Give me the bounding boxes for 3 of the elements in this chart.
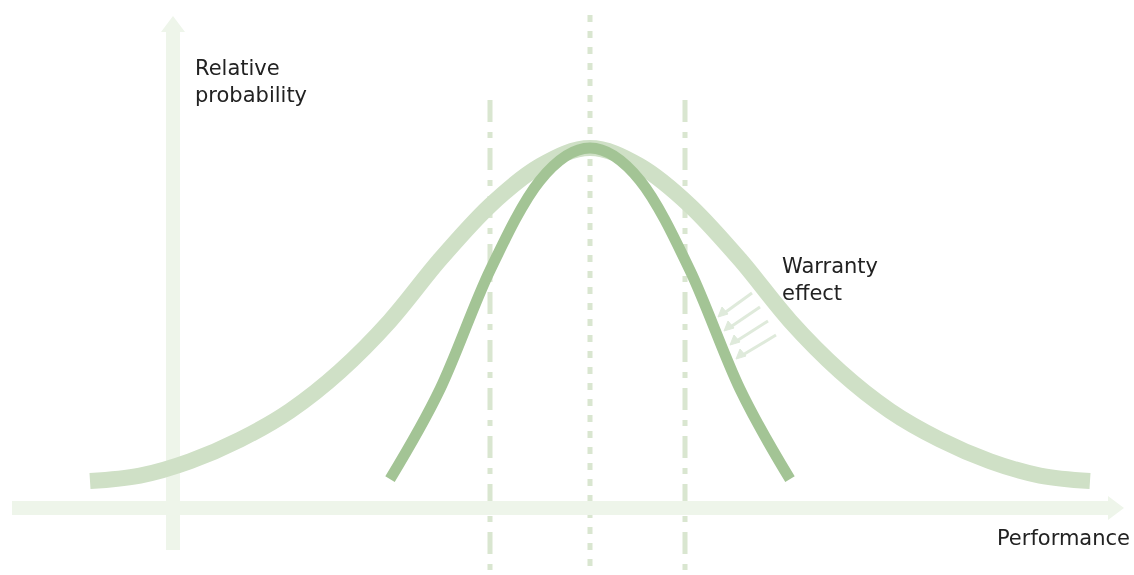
y-axis-title: Relative probability — [195, 56, 308, 107]
annotation: Warranty effect — [782, 254, 879, 305]
x-axis-title: Performance — [996, 526, 1130, 550]
